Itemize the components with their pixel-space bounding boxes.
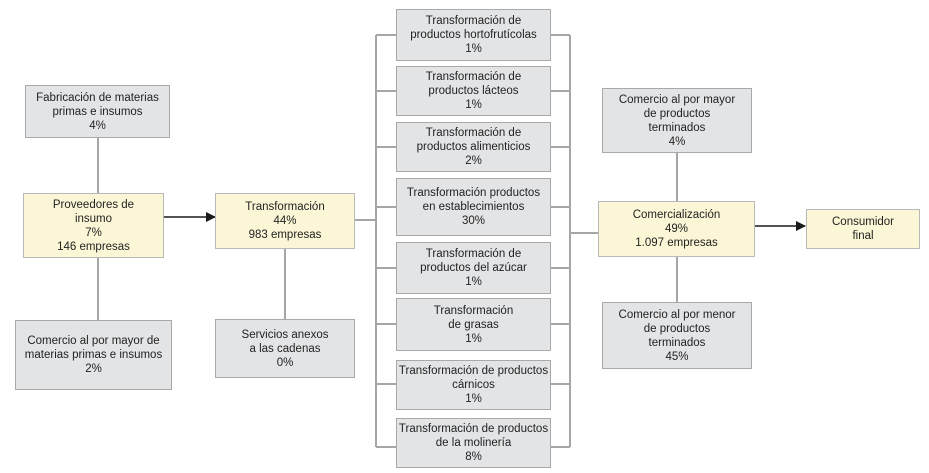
- node-transformacion-azucar: Transformación de productos del azúcar 1…: [396, 242, 551, 294]
- node-transformacion-carnicos: Transformación de productos cárnicos 1%: [396, 360, 551, 410]
- node-fabricacion-materias-primas: Fabricación de materias primas e insumos…: [25, 85, 170, 138]
- node-transformacion-molineria: Transformación de productos de la moline…: [396, 418, 551, 468]
- node-comercio-por-mayor: Comercio al por mayor de productos termi…: [602, 88, 752, 153]
- node-transformacion-lacteos: Transformación de productos lácteos 1%: [396, 66, 551, 116]
- node-transformacion-grasas: Transformación de grasas 1%: [396, 298, 551, 351]
- node-servicios-anexos: Servicios anexos a las cadenas 0%: [215, 319, 355, 378]
- node-transformacion-alimenticios: Transformación de productos alimenticios…: [396, 122, 551, 172]
- node-comercio-materias-primas: Comercio al por mayor de materias primas…: [15, 320, 172, 390]
- node-transformacion-hortofruticolas: Transformación de productos hortofrutíco…: [396, 9, 551, 61]
- node-transformacion: Transformación 44% 983 empresas: [215, 193, 355, 249]
- node-comercializacion: Comercialización 49% 1.097 empresas: [598, 201, 755, 257]
- node-comercio-por-menor: Comercio al por menor de productos termi…: [602, 302, 752, 369]
- node-consumidor-final: Consumidor final: [806, 209, 920, 249]
- node-proveedores-insumo: Proveedores de insumo 7% 146 empresas: [23, 193, 164, 258]
- node-transformacion-establecimientos: Transformación productos en establecimie…: [396, 178, 551, 236]
